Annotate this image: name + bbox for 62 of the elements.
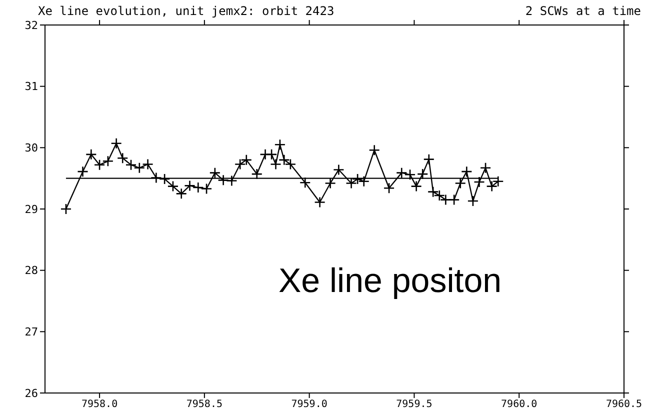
- point: [346, 178, 357, 189]
- y-tick-label: 32: [24, 18, 38, 32]
- point: [423, 154, 435, 165]
- y-tick-label: 30: [24, 142, 38, 155]
- chart-subtitle: 2 SCWs at a time: [525, 4, 641, 18]
- point: [251, 168, 263, 180]
- point: [86, 148, 97, 160]
- y-tick-label: 29: [24, 202, 38, 216]
- point: [134, 162, 146, 174]
- point: [209, 167, 221, 178]
- point: [77, 166, 88, 178]
- point: [461, 166, 472, 178]
- point: [102, 156, 114, 167]
- point: [110, 138, 122, 150]
- point: [324, 178, 336, 189]
- point: [150, 172, 162, 184]
- point: [94, 159, 106, 170]
- point: [167, 180, 179, 192]
- point: [218, 174, 229, 186]
- x-tick-label: 7959.0: [291, 399, 328, 410]
- point: [240, 154, 252, 166]
- point: [416, 168, 428, 180]
- annotation: Xe line positon: [278, 262, 502, 300]
- point: [226, 175, 238, 186]
- x-tick-label: 7960.0: [501, 399, 538, 410]
- x-tick-label: 7959.5: [396, 399, 432, 410]
- point: [270, 158, 282, 170]
- point: [410, 180, 422, 192]
- point: [454, 178, 466, 189]
- point: [274, 138, 286, 150]
- point: [234, 158, 246, 170]
- point: [383, 182, 395, 194]
- point: [486, 180, 498, 192]
- point: [176, 188, 188, 200]
- point: [467, 195, 479, 207]
- y-tick-label: 26: [24, 386, 38, 400]
- point: [192, 182, 204, 194]
- point: [142, 158, 154, 170]
- point: [492, 176, 504, 188]
- point: [404, 169, 416, 180]
- point: [266, 148, 278, 160]
- point: [184, 180, 196, 192]
- point: [474, 176, 485, 188]
- point: [125, 159, 137, 170]
- point: [333, 164, 344, 176]
- chart-title: Xe line evolution, unit jemx2: orbit 2423: [38, 4, 334, 18]
- point: [158, 173, 170, 185]
- point: [368, 144, 380, 156]
- point: [480, 162, 492, 174]
- x-tick-label: 7958.5: [186, 399, 222, 410]
- x-tick-label: 7958.0: [81, 399, 118, 410]
- y-tick-label: 27: [24, 326, 38, 339]
- point: [448, 194, 460, 206]
- point: [116, 152, 128, 164]
- y-tick-label: 31: [24, 80, 38, 94]
- x-tick-label: 7960.5: [606, 399, 642, 410]
- point: [314, 196, 326, 208]
- point: [200, 183, 212, 194]
- point: [299, 176, 311, 188]
- point: [396, 167, 408, 178]
- point: [60, 203, 72, 215]
- y-tick-label: 28: [24, 264, 38, 278]
